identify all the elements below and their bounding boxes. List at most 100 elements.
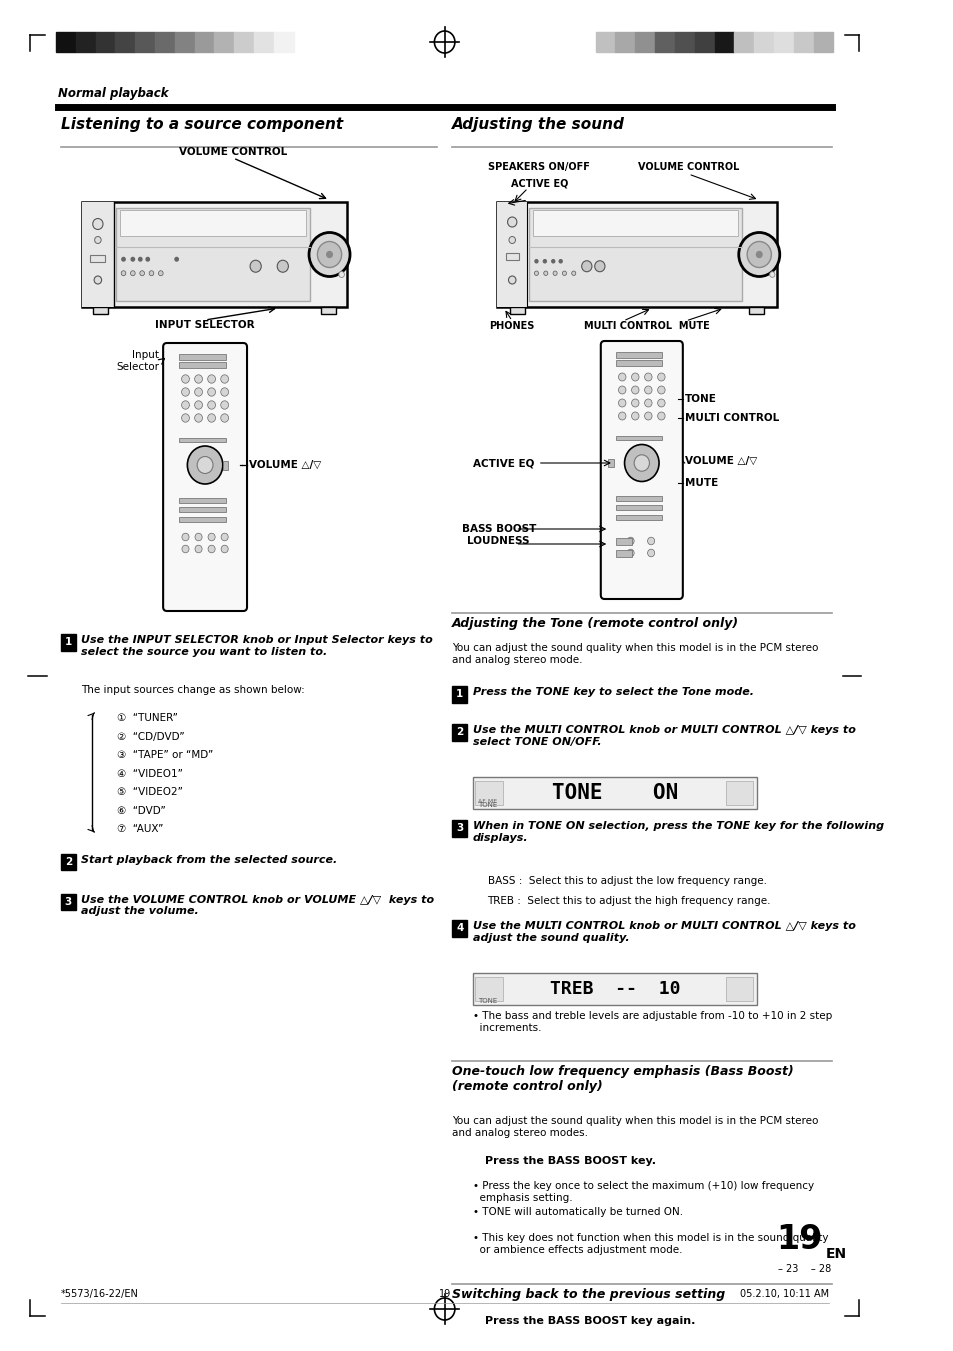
Bar: [154, 32, 174, 51]
Text: 4: 4: [456, 923, 463, 934]
Bar: [753, 32, 773, 51]
Bar: [95, 32, 115, 51]
Bar: [179, 516, 225, 521]
Circle shape: [194, 546, 202, 553]
Circle shape: [122, 258, 125, 261]
Circle shape: [208, 413, 215, 423]
Text: 19: 19: [775, 1223, 821, 1256]
Bar: [81, 203, 347, 307]
Circle shape: [551, 259, 554, 263]
Bar: [497, 203, 776, 307]
Text: Normal playback: Normal playback: [58, 86, 169, 100]
Bar: [179, 497, 225, 503]
Text: TREB :  Select this to adjust the high frequency range.: TREB : Select this to adjust the high fr…: [487, 896, 770, 907]
Bar: [615, 515, 661, 520]
Circle shape: [326, 251, 332, 258]
Circle shape: [647, 538, 654, 544]
Text: 1: 1: [65, 638, 71, 647]
Text: Listening to a source component: Listening to a source component: [61, 118, 342, 132]
Text: Adjusting the Tone (remote control only): Adjusting the Tone (remote control only): [452, 617, 739, 630]
Text: You can adjust the sound quality when this model is in the PCM stereo
and analog: You can adjust the sound quality when th…: [452, 643, 818, 665]
Text: TONE    ON: TONE ON: [551, 784, 678, 802]
Text: • This key does not function when this model is in the sound quality
  or ambien: • This key does not function when this m…: [472, 1233, 827, 1255]
Text: MUTE: MUTE: [684, 478, 718, 488]
Circle shape: [220, 413, 229, 423]
Circle shape: [657, 373, 664, 381]
Circle shape: [250, 261, 261, 273]
Circle shape: [618, 386, 625, 394]
Circle shape: [618, 399, 625, 407]
Circle shape: [571, 272, 576, 276]
Text: • The bass and treble levels are adjustable from -10 to +10 in 2 step
  incremen: • The bass and treble levels are adjusta…: [472, 1011, 831, 1032]
Bar: [748, 307, 763, 313]
Bar: [234, 32, 253, 51]
Circle shape: [208, 546, 215, 553]
Text: AF ME: AF ME: [477, 798, 497, 804]
Text: Start playback from the selected source.: Start playback from the selected source.: [81, 854, 337, 865]
Bar: [615, 32, 635, 51]
Circle shape: [618, 412, 625, 420]
Circle shape: [581, 261, 591, 272]
Circle shape: [187, 446, 223, 484]
Bar: [595, 32, 615, 51]
Circle shape: [92, 219, 103, 230]
Text: ②  “CD/DVD”: ② “CD/DVD”: [116, 731, 184, 742]
Bar: [214, 32, 234, 51]
Circle shape: [562, 272, 566, 276]
Circle shape: [94, 276, 102, 284]
Circle shape: [181, 388, 190, 396]
Circle shape: [738, 232, 779, 277]
Bar: [813, 32, 833, 51]
Bar: [174, 32, 194, 51]
FancyBboxPatch shape: [163, 343, 247, 611]
Text: VOLUME CONTROL: VOLUME CONTROL: [179, 147, 287, 157]
Bar: [529, 208, 740, 301]
Circle shape: [657, 412, 664, 420]
Text: ⑥  “DVD”: ⑥ “DVD”: [116, 805, 165, 816]
Circle shape: [131, 270, 135, 276]
Circle shape: [626, 538, 634, 544]
Bar: [793, 32, 813, 51]
Circle shape: [309, 232, 350, 277]
Text: The input sources change as shown below:: The input sources change as shown below:: [81, 685, 305, 694]
Text: Use the MULTI CONTROL knob or MULTI CONTROL △/▽ keys to
adjust the sound quality: Use the MULTI CONTROL knob or MULTI CONT…: [472, 921, 855, 943]
Circle shape: [631, 373, 639, 381]
Bar: [615, 505, 661, 509]
Circle shape: [769, 272, 774, 277]
Bar: [115, 32, 135, 51]
Circle shape: [208, 534, 215, 540]
Circle shape: [644, 399, 652, 407]
Bar: [615, 496, 661, 500]
Bar: [61, 893, 76, 911]
Circle shape: [553, 272, 557, 276]
Circle shape: [220, 374, 229, 384]
Circle shape: [158, 270, 163, 276]
Circle shape: [543, 259, 546, 263]
Bar: [497, 203, 527, 307]
Circle shape: [644, 412, 652, 420]
Text: SPEAKERS ON/OFF: SPEAKERS ON/OFF: [488, 162, 590, 172]
Text: ③  “TAPE” or “MD”: ③ “TAPE” or “MD”: [116, 750, 213, 761]
Bar: [635, 32, 655, 51]
Circle shape: [657, 386, 664, 394]
Bar: [56, 32, 75, 51]
Bar: [452, 820, 467, 836]
Circle shape: [594, 261, 604, 272]
Text: 3: 3: [456, 823, 463, 834]
Text: Press the TONE key to select the Tone mode.: Press the TONE key to select the Tone mo…: [472, 688, 753, 697]
Text: 1: 1: [456, 689, 463, 700]
Text: TONE: TONE: [684, 394, 716, 404]
Bar: [615, 538, 632, 544]
Circle shape: [626, 550, 634, 557]
Circle shape: [631, 386, 639, 394]
Circle shape: [174, 258, 178, 261]
Text: ⑦  “AUX”: ⑦ “AUX”: [116, 824, 163, 834]
Bar: [120, 209, 306, 236]
Bar: [179, 507, 225, 512]
Text: *5573/16-22/EN: *5573/16-22/EN: [61, 1289, 138, 1300]
Bar: [179, 354, 225, 359]
Bar: [505, 253, 518, 259]
Bar: [615, 351, 661, 358]
Bar: [674, 32, 694, 51]
Circle shape: [277, 261, 288, 273]
